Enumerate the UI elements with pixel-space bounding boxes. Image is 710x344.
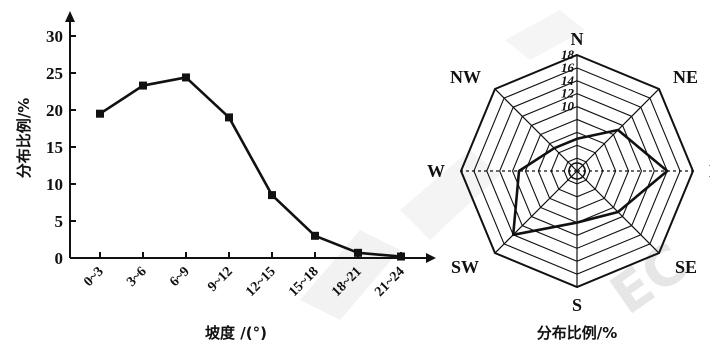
radar-radial-tick: 16 <box>561 60 575 75</box>
radar-radial-tick: 10 <box>561 99 575 114</box>
x-tick-label: 0~3 <box>81 264 107 290</box>
radar-direction-label: SW <box>451 257 479 277</box>
series-line <box>99 76 402 258</box>
y-axis-arrow-icon <box>65 11 75 22</box>
radar-direction-label: SE <box>675 257 697 277</box>
y-tick-label: 15 <box>46 138 63 157</box>
radar-radial-tick: 12 <box>561 86 575 101</box>
y-tick-label: 20 <box>46 101 63 120</box>
y-tick-label: 25 <box>46 64 63 83</box>
y-tick-label: 5 <box>55 212 64 231</box>
y-tick-label: 30 <box>46 27 63 46</box>
data-point <box>139 81 147 90</box>
radar-series <box>511 128 669 237</box>
data-point <box>397 252 405 261</box>
radar-direction-label: N <box>571 29 584 49</box>
y-ticks: 0 5 10 15 20 25 30 <box>46 27 76 268</box>
x-tick-label: 3~6 <box>124 264 150 290</box>
y-tick-label: 10 <box>46 175 63 194</box>
radar-direction-label: S <box>572 295 582 315</box>
radar-radial-tick: 18 <box>561 47 575 62</box>
radar-spoke <box>494 170 578 254</box>
radar-spokes <box>461 55 693 287</box>
radar-direction-labels: NNEESESSWWNW <box>427 29 710 315</box>
radar-direction-label: NW <box>450 67 481 87</box>
x-axis-label: 坡度 /(°) <box>205 324 267 342</box>
x-axis-arrow-icon <box>426 253 436 263</box>
y-axis <box>65 11 75 258</box>
data-point <box>182 73 190 82</box>
data-point <box>268 191 276 200</box>
data-point <box>96 109 104 118</box>
x-tick-label: 9~12 <box>205 264 236 295</box>
radar-axis-label: 分布比例/% <box>537 324 618 342</box>
radar-spoke <box>494 88 578 172</box>
radar-direction-label: W <box>427 161 445 181</box>
data-point <box>311 231 319 240</box>
series-points <box>96 73 405 261</box>
x-axis <box>70 253 436 263</box>
radar-radial-tick: 14 <box>561 73 575 88</box>
radar-direction-label: NE <box>673 67 698 87</box>
data-point <box>354 248 362 257</box>
x-tick-label: 12~15 <box>243 264 279 300</box>
y-axis-label: 分布比例/% <box>15 98 33 179</box>
data-point <box>225 113 233 122</box>
radar-center <box>568 162 586 180</box>
x-tick-label: 6~9 <box>167 264 193 290</box>
y-tick-label: 0 <box>55 249 64 268</box>
